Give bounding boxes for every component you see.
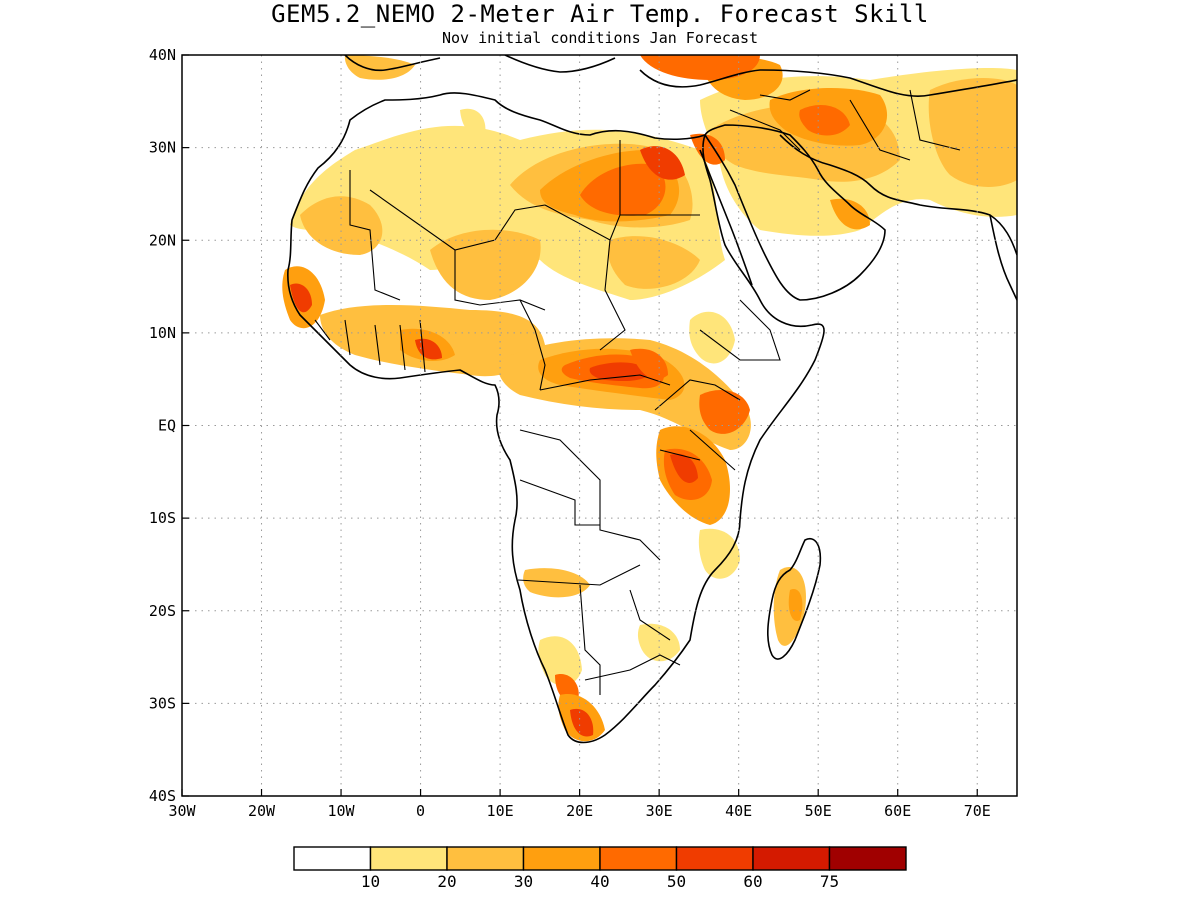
map-subtitle: Nov initial conditions Jan Forecast [441,29,759,47]
shade-ethiopia [689,311,735,364]
lon-tick-label: 30W [168,802,196,820]
shade-senegal-core [290,283,312,313]
shade-egypt-core [640,146,685,180]
lat-tick-label: 10S [149,509,176,527]
africa-outline [287,92,825,744]
colorbar-label: 50 [667,872,686,891]
lon-tick-label: 0 [416,802,425,820]
map-area [182,55,1017,796]
shade-iberia [344,55,415,80]
india-coast [989,214,1017,301]
shade-sahara-core [580,163,666,216]
longitude-labels: 30W 20W 10W 0 10E 20E 30E 40E 50E 60E 70E [168,802,990,820]
lon-tick-label: 60E [884,802,911,820]
lat-tick-label: 20S [149,602,176,620]
map-title: GEM5.2_NEMO 2-Meter Air Temp. Forecast S… [271,0,929,28]
shade-westafrica-1 [300,196,383,255]
shade-afghan-pak [928,78,1017,187]
border-middle-east [729,89,961,161]
lon-tick-label: 10W [328,802,356,820]
colorbar-label: 30 [514,872,533,891]
colorbar-swatch [293,846,372,871]
border-drc [519,429,661,561]
lat-tick-label: 20N [149,231,176,249]
border-namibia-botswana [579,584,671,695]
colorbar-label: 20 [437,872,456,891]
border-ethiopia [699,299,781,361]
madagascar-outline [767,538,822,660]
border-east-africa [654,379,741,471]
colorbar-swatch [675,846,754,871]
shade-oman [830,198,870,230]
border-chad-sudan [599,239,626,351]
colorbar-label: 60 [743,872,762,891]
lat-tick-label: 30N [149,139,176,157]
colorbar-swatch [599,846,678,871]
lat-tick-label: 40N [149,46,176,64]
colorbar-swatch [828,846,907,871]
border-nigeria-cameroon [519,299,546,391]
coastlines [287,55,1017,744]
persian-gulf-coast [779,134,1017,256]
lon-tick-label: 20E [566,802,593,820]
red-sea-coast [699,149,753,286]
lat-tick-label: EQ [158,417,176,435]
colorbar-swatch [752,846,831,871]
shade-iran-core [799,105,850,136]
shade-sahel-west [430,229,541,300]
colorbar-label: 10 [361,872,380,891]
shade-car-core [589,362,652,382]
lon-tick-label: 30E [646,802,673,820]
colorbar-label: 40 [590,872,609,891]
axis-ticks [181,54,978,797]
lat-tick-label: 30S [149,694,176,712]
lon-tick-label: 10E [487,802,514,820]
border-car-drc [539,374,671,391]
shade-mozambique-south [637,623,680,662]
lon-tick-label: 20W [248,802,276,820]
colorbar: 10 20 30 40 50 60 75 [293,846,907,891]
shade-south-sudan [630,348,668,380]
lat-tick-label: 40S [149,787,176,805]
shade-turkey-north [640,55,760,80]
arabia-outline [704,124,886,301]
border-niger-nigeria [454,250,546,311]
border-south-africa [584,654,681,681]
border-egypt-sudan [619,140,700,216]
border-west-coast [314,319,426,373]
colorbar-label: 75 [820,872,839,891]
eurasia-coast [344,55,1017,97]
lon-tick-label: 40E [725,802,752,820]
colorbar-swatch [522,846,601,871]
colorbar-swatch [446,846,525,871]
skill-shading [282,55,1017,742]
border-angola [517,479,641,586]
graticule [182,55,1017,796]
shade-mozambique [698,528,740,579]
latitude-labels: 40N 30N 20N 10N EQ 10S 20S 30S 40S [149,46,176,805]
colorbar-swatch [369,846,448,871]
shade-namibia-south [555,674,579,702]
lat-tick-label: 10N [149,324,176,342]
border-mauritania-mali [349,170,401,301]
shade-cape-core [570,708,594,737]
lon-tick-label: 50E [805,802,832,820]
lon-tick-label: 70E [964,802,991,820]
shade-tanzania-core [670,453,698,483]
shade-kenya [699,390,750,434]
shade-madagascar-core [788,589,803,621]
shade-levant [690,133,725,165]
shade-algeria-patch [460,108,486,137]
shade-sudan [608,236,700,289]
shade-namibia [538,636,582,686]
